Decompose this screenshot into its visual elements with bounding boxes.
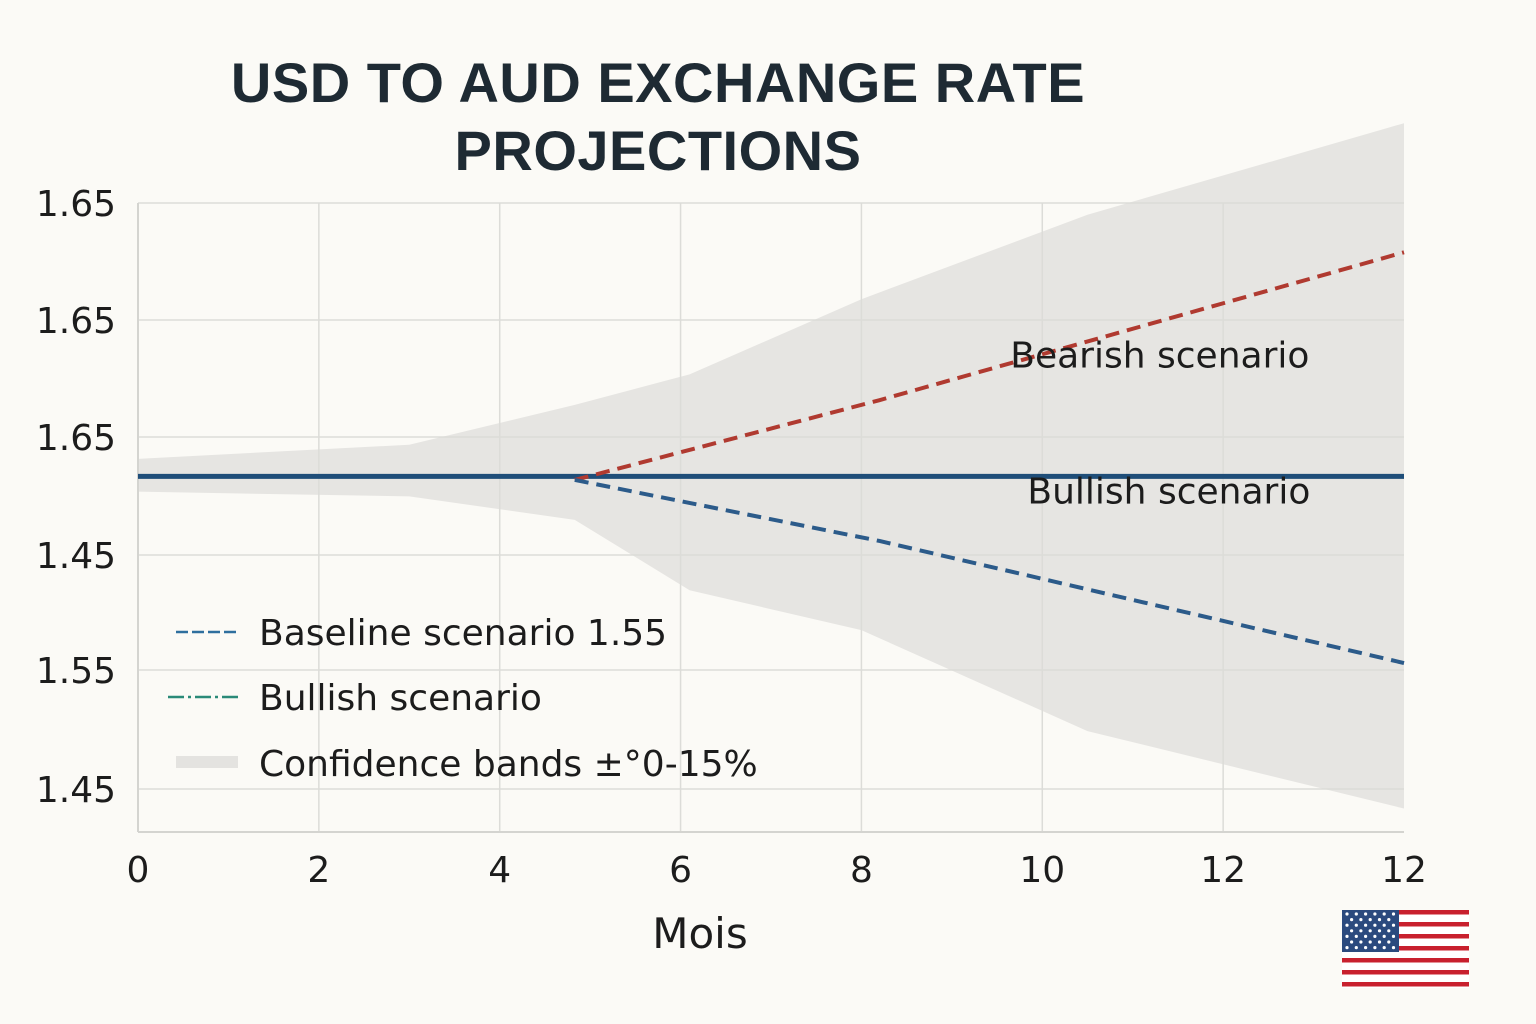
flag-part bbox=[1342, 970, 1469, 975]
flag-part bbox=[1354, 912, 1358, 916]
flag-part bbox=[1368, 940, 1372, 944]
flag-part bbox=[1342, 958, 1469, 963]
flag-part bbox=[1359, 929, 1363, 933]
annotation-label: Bearish scenario bbox=[1010, 335, 1309, 376]
flag-part bbox=[1387, 918, 1391, 922]
flag-part bbox=[1345, 912, 1349, 916]
y-tick-label: 1.65 bbox=[36, 418, 116, 459]
flag-part bbox=[1382, 946, 1386, 950]
flag-part bbox=[1345, 934, 1349, 939]
chart-title-line2: PROJECTIONS bbox=[454, 119, 862, 182]
us-flag-icon bbox=[1342, 910, 1469, 988]
flag-part bbox=[1391, 923, 1396, 927]
flag-part bbox=[1373, 946, 1377, 950]
flag-part bbox=[1368, 918, 1372, 922]
flag-part bbox=[1373, 912, 1377, 916]
flag-part bbox=[1342, 910, 1469, 915]
x-tick-label: 10 bbox=[1019, 850, 1065, 891]
flag-part bbox=[1350, 929, 1354, 933]
flag-part bbox=[1391, 934, 1396, 939]
chart-title-line1: USD TO AUD EXCHANGE RATE bbox=[230, 51, 1086, 114]
confidence-band bbox=[138, 123, 1404, 809]
flag-part bbox=[1368, 929, 1372, 933]
flag-part bbox=[1373, 923, 1377, 927]
series-line-bullish bbox=[574, 477, 1405, 665]
flag-part bbox=[1364, 912, 1368, 916]
flag-part bbox=[1342, 922, 1469, 927]
legend-label: Confidence bands ±°0-15% bbox=[259, 744, 758, 785]
flag-part bbox=[1382, 923, 1386, 927]
legend-label: Baseline scenario 1.55 bbox=[259, 613, 667, 654]
flag-part bbox=[1377, 918, 1382, 922]
y-tick-label: 1.45 bbox=[36, 536, 116, 577]
flag-part bbox=[1364, 934, 1368, 939]
flag-part bbox=[1345, 923, 1349, 927]
y-tick-label: 1.65 bbox=[36, 184, 116, 225]
x-axis-label: Mois bbox=[652, 909, 747, 958]
flag-part bbox=[1354, 934, 1358, 939]
y-tick-label: 1.45 bbox=[36, 770, 116, 811]
flag-part bbox=[1345, 946, 1349, 950]
x-tick-label: 6 bbox=[669, 850, 692, 891]
flag-part bbox=[1342, 946, 1469, 951]
legend-swatch-band bbox=[176, 756, 238, 768]
x-tick-label: 12 bbox=[1381, 850, 1427, 891]
x-tick-label: 2 bbox=[307, 850, 330, 891]
flag-part bbox=[1387, 929, 1391, 933]
flag-part bbox=[1391, 946, 1396, 950]
flag-part bbox=[1342, 934, 1469, 939]
flag-part bbox=[1382, 912, 1386, 916]
flag-part bbox=[1377, 940, 1382, 944]
flag-part bbox=[1350, 918, 1354, 922]
legend-label: Bullish scenario bbox=[259, 678, 542, 719]
flag-part bbox=[1359, 940, 1363, 944]
flag-part bbox=[1350, 940, 1354, 944]
x-tick-label: 12 bbox=[1200, 850, 1246, 891]
y-tick-label: 1.55 bbox=[36, 651, 116, 692]
flag-part bbox=[1342, 982, 1469, 987]
flag-part bbox=[1359, 918, 1363, 922]
flag-part bbox=[1354, 923, 1358, 927]
annotation-label: Bullish scenario bbox=[1027, 471, 1310, 512]
flag-part bbox=[1377, 929, 1382, 933]
x-tick-label: 4 bbox=[488, 850, 511, 891]
flag-part bbox=[1373, 934, 1377, 939]
flag-part bbox=[1364, 923, 1368, 927]
flag-part bbox=[1364, 946, 1368, 950]
flag-part bbox=[1391, 912, 1396, 916]
x-tick-label: 0 bbox=[127, 850, 150, 891]
flag-part bbox=[1387, 940, 1391, 944]
series-line-bearish bbox=[574, 250, 1405, 482]
flag-part bbox=[1382, 934, 1386, 939]
x-tick-label: 8 bbox=[850, 850, 873, 891]
y-tick-label: 1.65 bbox=[36, 301, 116, 342]
flag-part bbox=[1354, 946, 1358, 950]
